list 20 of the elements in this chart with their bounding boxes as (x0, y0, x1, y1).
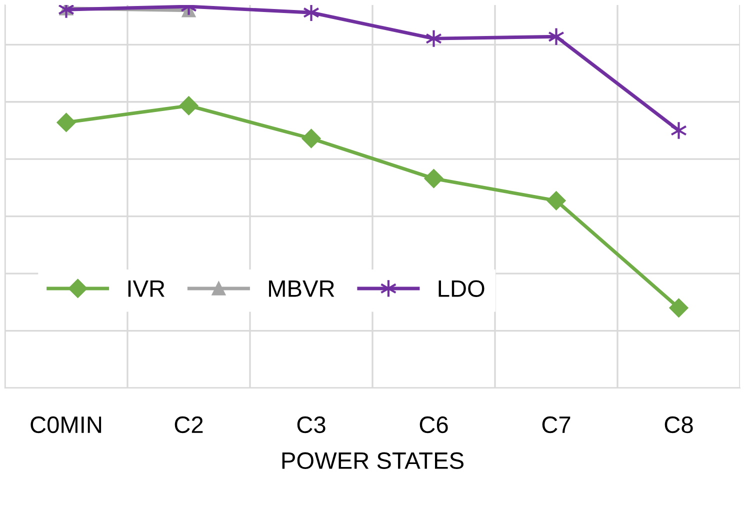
point (548, 27, 565, 46)
x-tick-label: C8 (664, 416, 693, 434)
x-axis-title: POWER STATES (282, 452, 464, 470)
legend-label: LDO (438, 280, 484, 297)
legend-label: MBVR (269, 280, 334, 297)
point (56, 112, 76, 132)
point (670, 121, 688, 140)
point (546, 191, 566, 210)
x-tick-label: C2 (174, 416, 203, 434)
point (302, 128, 321, 148)
legend-label: IVR (128, 280, 164, 297)
point (425, 29, 442, 48)
x-tick-label: C6 (420, 416, 448, 434)
x-tick-label: C0MIN (30, 416, 102, 434)
point (302, 5, 320, 22)
x-tick-label: C7 (542, 416, 570, 434)
point (669, 298, 688, 318)
x-tick-label: C3 (297, 416, 326, 434)
point (179, 96, 198, 116)
point (424, 169, 444, 188)
